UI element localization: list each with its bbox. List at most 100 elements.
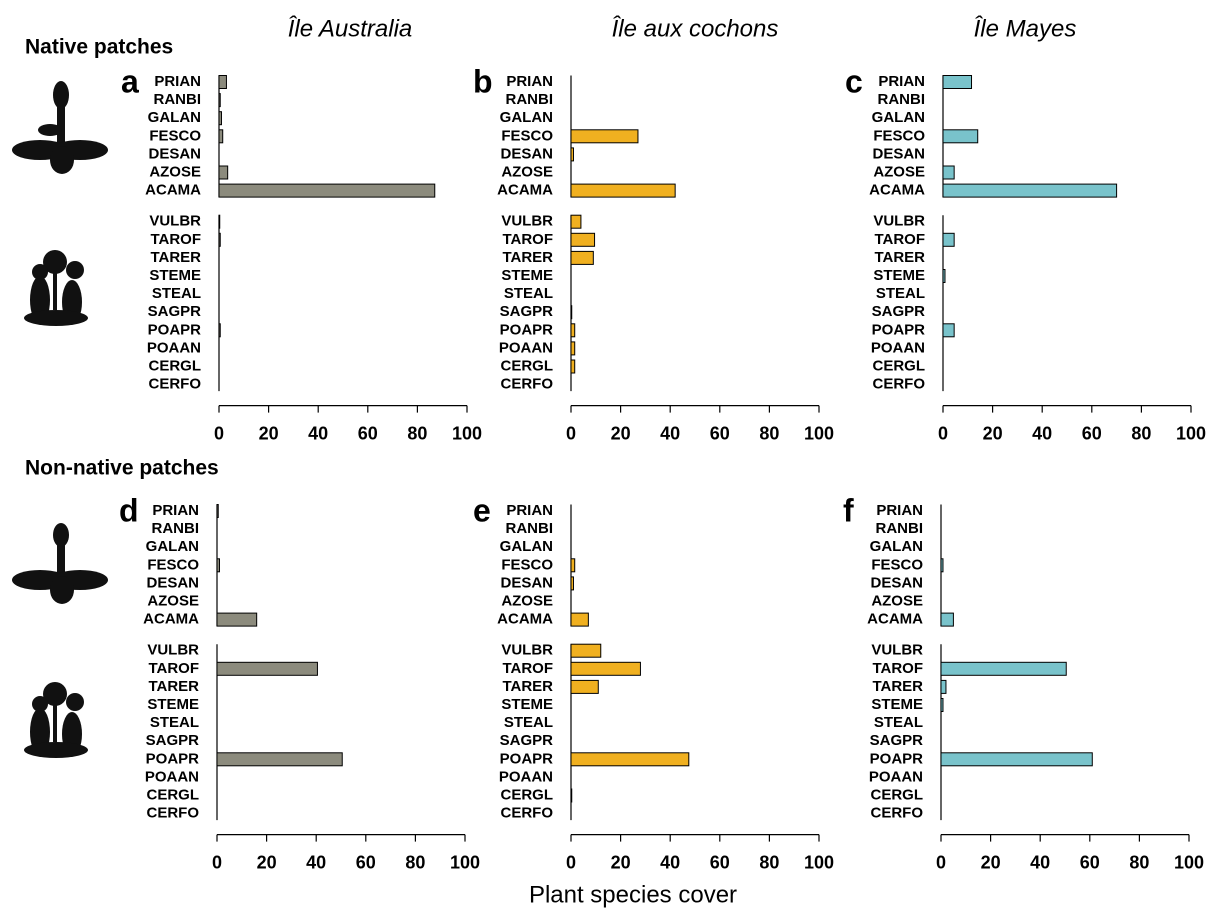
y-tick-label: FESCO [149,127,201,144]
y-tick-label: STEME [147,696,199,713]
y-tick-label: STEME [501,267,553,284]
x-tick-label: 0 [212,852,222,872]
x-tick-label: 40 [308,423,328,443]
y-tick-label: VULBR [147,642,199,659]
bar [942,323,955,338]
y-tick-label: TAROF [150,231,201,248]
row-title: Native patches [25,36,173,59]
bar [940,558,944,573]
x-tick-label: 20 [611,423,631,443]
y-tick-label: GALAN [148,109,201,126]
x-tick-label: 20 [983,423,1003,443]
y-tick-label: CERFO [149,376,202,393]
y-tick-label: DESAN [146,574,199,591]
x-tick-label: 60 [1082,423,1102,443]
y-tick-label: GALAN [500,538,553,555]
y-tick-label: TAROF [502,231,553,248]
y-tick-label: TAROF [874,231,925,248]
y-tick-label: STEME [501,696,553,713]
y-tick-label: POAPR [870,750,924,767]
bar [942,269,946,283]
x-tick-label: 60 [710,852,730,872]
y-tick-label: TAROF [148,660,199,677]
dandelion-icon [24,250,88,326]
x-tick-label: 60 [356,852,376,872]
y-tick-label: GALAN [870,538,923,555]
bar [570,232,596,247]
x-tick-label: 100 [452,423,482,443]
y-tick-label: ACAMA [867,611,923,628]
x-tick-label: 0 [566,852,576,872]
bar [216,661,318,676]
y-tick-label: TAROF [502,660,553,677]
y-tick-label: CERGL [501,786,554,803]
x-tick-label: 40 [1030,852,1050,872]
y-tick-label: POAAN [145,768,199,785]
bar [940,679,947,694]
panel-letter: b [473,63,493,99]
bar [570,661,641,676]
y-tick-label: PRIAN [506,73,553,90]
y-tick-label: POAAN [499,339,553,356]
y-tick-label: SAGPR [500,732,554,749]
y-tick-label: STEME [873,267,925,284]
bar [218,323,221,338]
y-tick-label: DESAN [500,145,553,162]
bar [570,679,599,694]
y-tick-label: TARER [502,249,553,266]
y-tick-label: PRIAN [152,502,199,519]
bar [942,75,973,89]
y-tick-label: POAAN [871,339,925,356]
y-tick-label: STEAL [876,285,925,302]
y-tick-label: STEAL [152,285,201,302]
x-tick-label: 60 [358,423,378,443]
bar [570,612,589,627]
x-tick-label: 40 [660,852,680,872]
bar [570,341,576,356]
y-tick-label: DESAN [870,574,923,591]
y-tick-label: AZOSE [149,163,201,180]
bar [570,643,602,658]
x-tick-label: 80 [1129,852,1149,872]
y-tick-label: RANBI [876,520,924,537]
x-tick-label: 80 [1131,423,1151,443]
bar [940,612,954,627]
x-tick-label: 0 [938,423,948,443]
y-tick-label: AZOSE [501,592,553,609]
bar [216,752,343,767]
bar [218,111,222,126]
bar [218,232,221,247]
bar [218,129,224,144]
bar [570,558,576,573]
y-tick-label: DESAN [500,574,553,591]
y-tick-label: POAAN [499,768,553,785]
y-tick-label: AZOSE [873,163,925,180]
y-tick-label: TARER [872,678,923,695]
y-tick-label: POAPR [500,750,554,767]
bar [218,183,436,198]
y-tick-label: FESCO [501,127,553,144]
y-tick-label: DESAN [148,145,201,162]
panel-letter: f [843,492,854,528]
x-tick-label: 40 [306,852,326,872]
bar [570,305,573,320]
y-tick-label: PRIAN [876,502,923,519]
x-tick-label: 60 [1080,852,1100,872]
column-title: Île Australia [288,15,413,42]
column-title: Île aux cochons [612,15,779,42]
y-tick-label: FESCO [871,556,923,573]
x-tick-label: 80 [759,423,779,443]
y-tick-label: RANBI [154,91,202,108]
y-tick-label: POAPR [146,750,200,767]
y-tick-label: GALAN [872,109,925,126]
y-tick-label: GALAN [146,538,199,555]
y-tick-label: AZOSE [501,163,553,180]
y-tick-label: VULBR [501,642,553,659]
panel-letter: c [845,63,863,99]
y-tick-label: POAAN [147,339,201,356]
bar [942,183,1118,198]
bar [940,661,1067,676]
bar [942,232,955,247]
bar [216,558,220,573]
x-tick-label: 0 [566,423,576,443]
